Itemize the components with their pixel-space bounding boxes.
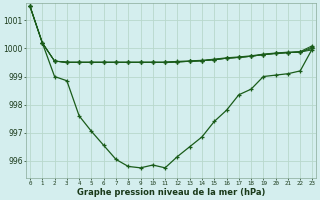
X-axis label: Graphe pression niveau de la mer (hPa): Graphe pression niveau de la mer (hPa) [77,188,265,197]
